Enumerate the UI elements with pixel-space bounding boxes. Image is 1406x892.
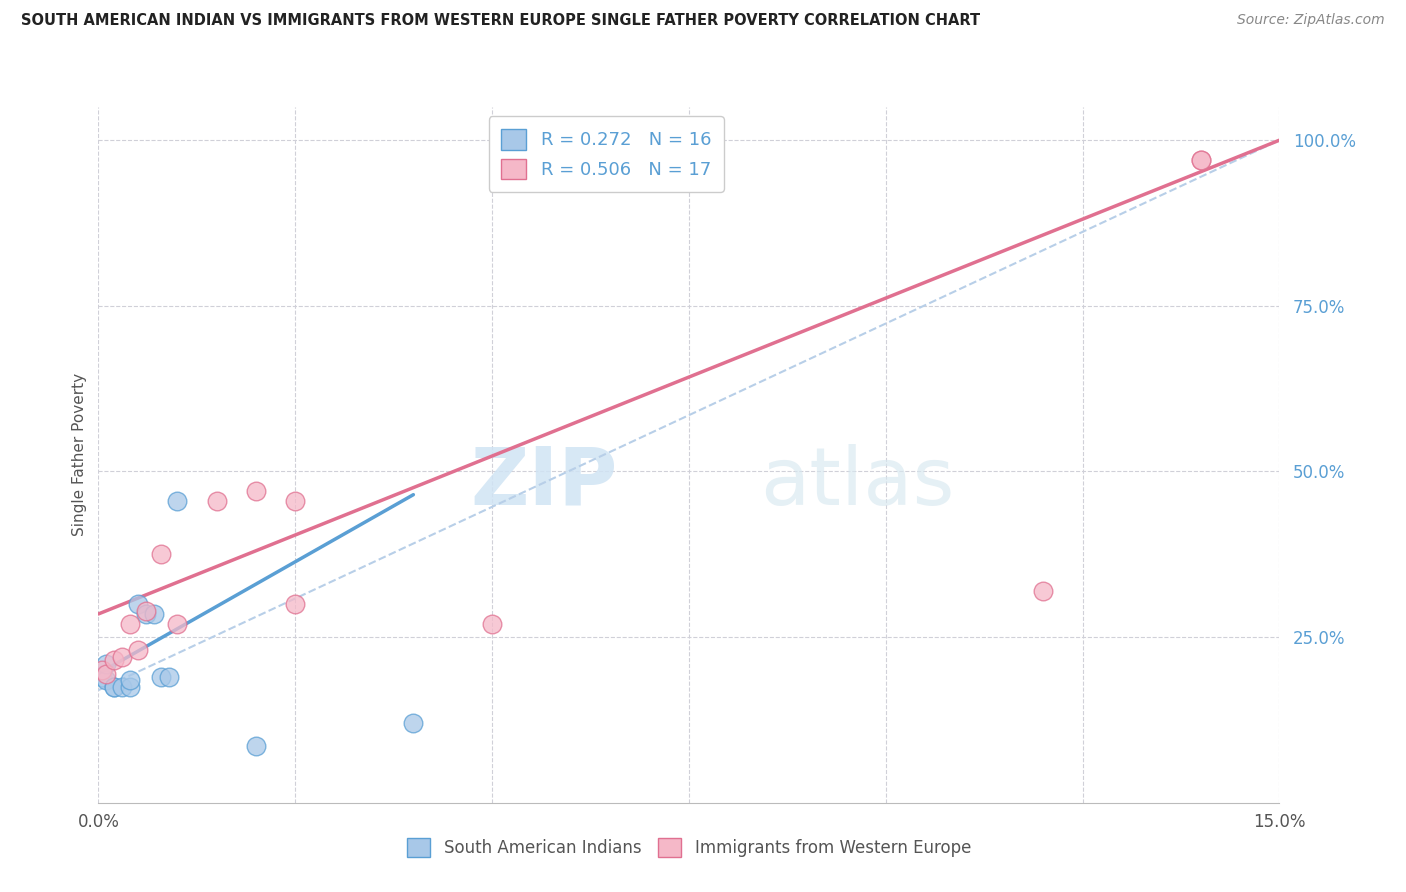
Legend: South American Indians, Immigrants from Western Europe: South American Indians, Immigrants from … <box>401 831 977 864</box>
Point <box>205 494 228 508</box>
Point <box>111 680 134 694</box>
Point <box>118 680 141 694</box>
Point <box>150 547 173 561</box>
Point <box>150 670 173 684</box>
Text: atlas: atlas <box>759 443 955 522</box>
Point <box>284 597 307 611</box>
Point <box>103 680 125 694</box>
Point <box>96 666 118 681</box>
Text: ZIP: ZIP <box>471 443 619 522</box>
Point <box>1032 583 1054 598</box>
Point <box>166 494 188 508</box>
Point <box>166 616 188 631</box>
Point <box>91 670 114 684</box>
Point <box>402 716 425 731</box>
Point <box>118 616 141 631</box>
Text: Source: ZipAtlas.com: Source: ZipAtlas.com <box>1237 13 1385 28</box>
Point <box>245 739 267 754</box>
Point <box>1189 153 1212 167</box>
Point <box>96 673 118 688</box>
Point <box>157 670 180 684</box>
Point <box>245 484 267 499</box>
Y-axis label: Single Father Poverty: Single Father Poverty <box>72 374 87 536</box>
Point <box>103 680 125 694</box>
Point <box>118 673 141 688</box>
Point <box>127 597 149 611</box>
Point <box>1189 153 1212 167</box>
Point <box>103 653 125 667</box>
Text: SOUTH AMERICAN INDIAN VS IMMIGRANTS FROM WESTERN EUROPE SINGLE FATHER POVERTY CO: SOUTH AMERICAN INDIAN VS IMMIGRANTS FROM… <box>21 13 980 29</box>
Point <box>142 607 165 621</box>
Point <box>135 607 157 621</box>
Point <box>96 657 118 671</box>
Point <box>135 604 157 618</box>
Point <box>91 663 114 677</box>
Point <box>481 616 503 631</box>
Point <box>127 643 149 657</box>
Point <box>284 494 307 508</box>
Point <box>111 650 134 665</box>
